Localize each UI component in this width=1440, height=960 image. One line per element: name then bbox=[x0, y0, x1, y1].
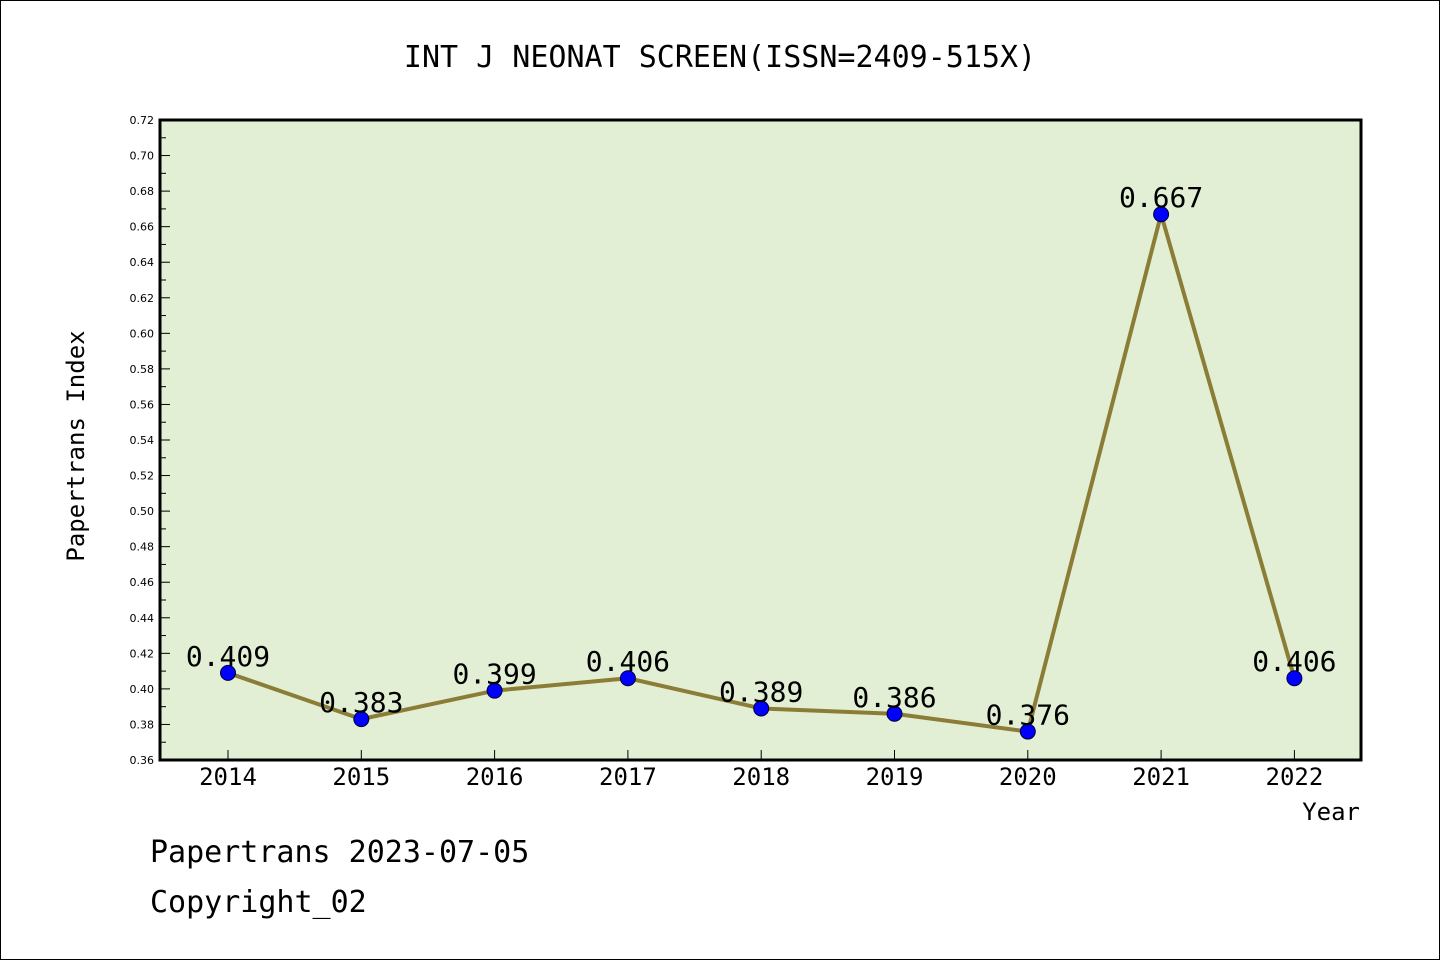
data-point bbox=[1153, 206, 1170, 223]
data-label: 0.386 bbox=[852, 681, 936, 714]
y-tick-label: 0.50 bbox=[130, 505, 155, 518]
y-tick-label: 0.64 bbox=[130, 256, 155, 269]
x-tick-label: 2022 bbox=[1266, 763, 1324, 791]
y-tick-label: 0.58 bbox=[130, 363, 155, 376]
data-label: 0.376 bbox=[986, 699, 1070, 732]
y-tick-label: 0.48 bbox=[130, 541, 155, 554]
y-tick-label: 0.40 bbox=[130, 683, 155, 696]
footer-date: Papertrans 2023-07-05 bbox=[150, 835, 530, 870]
data-labels: 0.409 0.383 0.399 0.406 0.389 0.386 0.376 0.667… bbox=[186, 181, 1337, 731]
data-label: 0.667 bbox=[1119, 181, 1203, 214]
data-label: 0.406 bbox=[586, 645, 670, 678]
y-tick-label: 0.66 bbox=[130, 221, 155, 234]
plot-area bbox=[158, 118, 1363, 762]
chart-title: INT J NEONAT SCREEN(ISSN=2409-515X) bbox=[404, 40, 1036, 75]
y-tick-label: 0.56 bbox=[130, 398, 155, 411]
data-point bbox=[220, 664, 236, 681]
footer-copyright: Copyright_02 bbox=[150, 885, 367, 920]
y-axis-ticks: 0.36 0.38 0.40 0.42 0.44 0.46 0.48 0.50 0.52 0.54… bbox=[130, 114, 170, 767]
x-axis-label: Year bbox=[1302, 798, 1360, 826]
y-axis-label: Papertrans Index bbox=[62, 330, 90, 561]
data-label: 0.389 bbox=[719, 675, 803, 708]
x-tick-label: 2015 bbox=[332, 763, 390, 791]
y-tick-label: 0.60 bbox=[130, 327, 155, 340]
x-tick-label: 2021 bbox=[1132, 763, 1190, 791]
data-point bbox=[486, 682, 503, 699]
data-point bbox=[753, 700, 770, 717]
y-tick-label: 0.70 bbox=[130, 150, 155, 163]
data-label: 0.383 bbox=[319, 686, 403, 719]
x-tick-label: 2020 bbox=[999, 763, 1057, 791]
x-tick-label: 2018 bbox=[732, 763, 790, 791]
y-tick-label: 0.54 bbox=[130, 434, 155, 447]
y-tick-label: 0.44 bbox=[130, 612, 155, 625]
data-markers bbox=[220, 206, 1303, 740]
data-label: 0.409 bbox=[186, 640, 270, 673]
y-tick-label: 0.62 bbox=[130, 292, 155, 305]
y-tick-label: 0.38 bbox=[130, 718, 155, 731]
data-point bbox=[619, 670, 636, 687]
data-point bbox=[1019, 723, 1036, 740]
x-tick-label: 2014 bbox=[199, 763, 257, 791]
y-tick-label: 0.68 bbox=[130, 185, 155, 198]
y-tick-label: 0.36 bbox=[130, 754, 155, 767]
x-tick-label: 2019 bbox=[866, 763, 924, 791]
y-tick-label: 0.72 bbox=[130, 114, 155, 127]
y-tick-label: 0.46 bbox=[130, 576, 155, 589]
x-tick-label: 2016 bbox=[466, 763, 524, 791]
x-axis-ticks: 2014 2015 2016 2017 2018 2019 2020 2021 2022 bbox=[199, 750, 1323, 791]
data-label: 0.406 bbox=[1252, 645, 1336, 678]
data-point bbox=[353, 711, 370, 728]
data-point bbox=[886, 705, 903, 722]
data-label: 0.399 bbox=[452, 658, 536, 691]
data-point bbox=[1286, 670, 1303, 687]
y-tick-label: 0.52 bbox=[130, 470, 155, 483]
x-tick-label: 2017 bbox=[599, 763, 657, 791]
y-tick-label: 0.42 bbox=[130, 647, 155, 660]
